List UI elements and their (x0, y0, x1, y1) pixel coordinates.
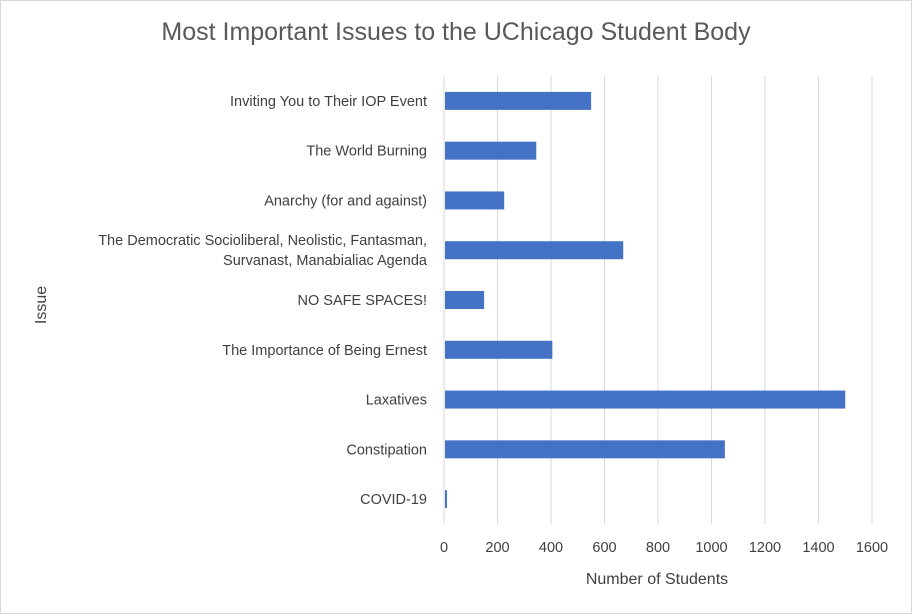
bar (445, 440, 725, 459)
tick-labels: 0 200 400 600 800 1000 1200 1400 1600 (440, 540, 888, 556)
y-axis-title: Issue (33, 286, 50, 324)
category-label: Laxatives (366, 393, 427, 409)
x-tick-label: 600 (592, 540, 616, 556)
bar (445, 91, 592, 110)
category-label: Inviting You to Their IOP Event (230, 94, 427, 110)
x-tick-label: 1400 (802, 540, 834, 556)
bar (445, 141, 537, 160)
bars (445, 91, 846, 509)
x-tick-label: 800 (646, 540, 670, 556)
x-tick-label: 1200 (749, 540, 781, 556)
category-label: Survanast, Manabialiac Agenda (223, 253, 428, 269)
category-label: COVID-19 (360, 492, 427, 508)
category-label: Anarchy (for and against) (264, 193, 427, 209)
x-tick-label: 0 (440, 540, 448, 556)
category-labels: Inviting You to Their IOP Event The World… (98, 94, 428, 508)
category-label: Constipation (346, 442, 427, 458)
category-label: NO SAFE SPACES! (298, 293, 427, 309)
bar (445, 241, 624, 260)
x-axis-title: Number of Students (586, 571, 728, 588)
bar (445, 191, 505, 210)
x-tick-label: 1000 (695, 540, 727, 556)
bar (445, 291, 485, 309)
bar (445, 340, 553, 359)
x-tick-label: 1600 (856, 540, 888, 556)
x-tick-label: 400 (539, 540, 563, 556)
category-label: The World Burning (306, 144, 427, 160)
bar (445, 390, 846, 409)
bar (445, 490, 447, 509)
category-label: The Importance of Being Ernest (222, 343, 427, 359)
chart-title: Most Important Issues to the UChicago St… (161, 18, 751, 46)
category-label: The Democratic Socioliberal, Neolistic, … (98, 233, 427, 249)
x-tick-label: 200 (485, 540, 509, 556)
